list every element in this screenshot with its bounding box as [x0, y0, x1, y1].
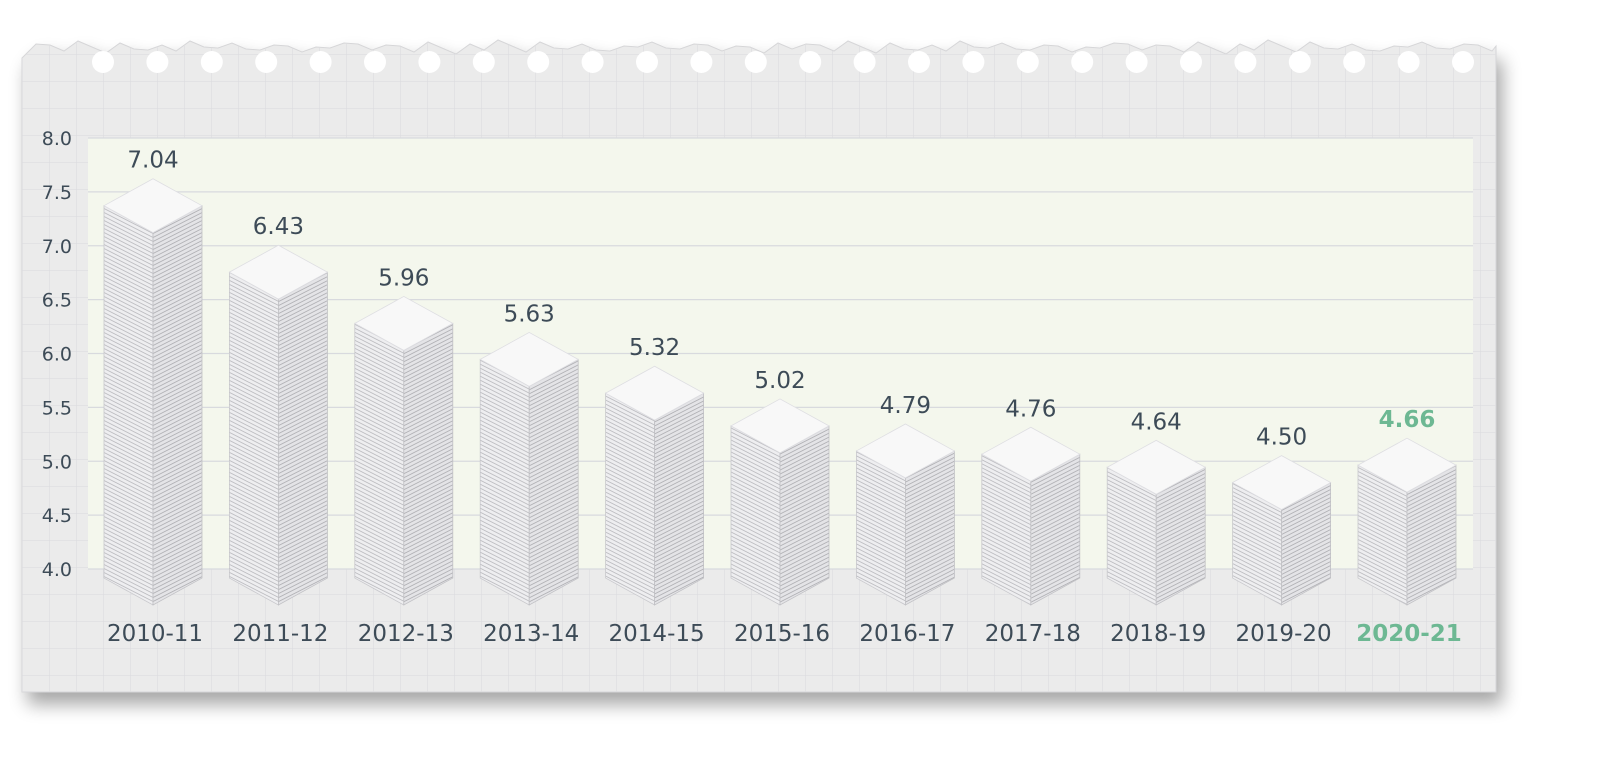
x-tick-label: 2010-11	[107, 621, 203, 647]
bar	[730, 398, 830, 606]
bar-left-face	[605, 392, 655, 606]
y-tick-label: 7.0	[42, 236, 72, 258]
bar	[1106, 439, 1207, 606]
binder-holes	[92, 51, 1474, 73]
value-label: 4.66	[1379, 407, 1436, 433]
binder-hole	[472, 51, 495, 73]
bar-top-face	[730, 398, 830, 454]
binder-hole	[908, 51, 930, 73]
binder-hole	[744, 51, 767, 73]
binder-hole	[1234, 51, 1257, 73]
bar-left-face	[479, 358, 530, 606]
binder-hole	[255, 51, 278, 73]
bar	[353, 296, 454, 606]
value-label: 5.63	[504, 301, 555, 327]
bar-top-face	[228, 244, 329, 300]
value-label: 4.50	[1256, 425, 1307, 451]
binder-hole	[1180, 51, 1202, 73]
binder-hole	[690, 51, 713, 73]
bars	[103, 178, 1457, 606]
bar-top-face	[1231, 455, 1332, 510]
x-axis-ticks: 2010-11 2011-12 2012-13 2013-14 2014-15 2015-…	[107, 621, 1462, 647]
bar-left-face	[103, 205, 154, 606]
bar-right-face	[277, 271, 328, 606]
bar	[604, 365, 705, 606]
y-tick-label: 4.5	[42, 505, 72, 527]
y-tick-label: 5.5	[42, 397, 72, 419]
bar	[980, 426, 1081, 606]
bar-top-face	[353, 296, 454, 351]
x-tick-label: 2016-17	[859, 621, 955, 647]
bar-right-face	[528, 358, 579, 606]
bar-top-face	[1357, 437, 1457, 493]
value-labels: 7.04 6.43 5.96 5.63 5.32 5.02 4.79 4.76 4.64 4.50…	[127, 148, 1435, 451]
bar	[855, 423, 956, 606]
bar-top-face	[604, 365, 705, 421]
binder-hole	[581, 51, 604, 73]
binder-hole	[418, 51, 441, 73]
binder-hole	[636, 51, 658, 73]
x-tick-label: 2014-15	[609, 621, 705, 647]
value-label: 4.64	[1131, 409, 1182, 435]
binder-hole	[1288, 51, 1311, 73]
x-tick-label: 2020-21	[1356, 621, 1462, 647]
bar-right-face	[654, 392, 704, 606]
x-tick-label: 2012-13	[358, 621, 454, 647]
bar-top-face	[855, 423, 956, 479]
bar	[1231, 455, 1332, 606]
y-tick-label: 6.0	[42, 344, 72, 366]
bar	[479, 331, 580, 606]
value-label: 4.79	[880, 393, 931, 419]
y-tick-label: 5.0	[42, 451, 72, 473]
bar-top-face	[103, 178, 203, 234]
value-label: 6.43	[253, 214, 304, 240]
y-tick-label: 6.5	[42, 290, 72, 312]
y-tick-label: 4.0	[42, 559, 72, 581]
bar	[1357, 437, 1457, 606]
value-label: 5.32	[629, 335, 680, 361]
y-tick-label: 7.5	[42, 182, 72, 204]
binder-hole	[1125, 51, 1148, 73]
x-tick-label: 2011-12	[232, 621, 328, 647]
binder-hole	[146, 51, 169, 73]
binder-hole	[200, 51, 223, 73]
binder-hole	[1343, 51, 1366, 73]
bar-top-face	[980, 426, 1081, 482]
bar-right-face	[403, 322, 454, 606]
x-tick-label: 2013-14	[483, 621, 579, 647]
binder-hole	[309, 51, 332, 73]
binder-hole	[853, 51, 876, 73]
binder-hole	[92, 51, 114, 73]
binder-hole	[799, 51, 822, 73]
value-label: 7.04	[127, 148, 178, 174]
binder-hole	[1016, 51, 1039, 73]
bar-left-face	[228, 271, 279, 606]
bar-left-face	[730, 425, 781, 606]
bar-left-face	[354, 322, 405, 606]
bar	[228, 244, 329, 606]
binder-hole	[1452, 51, 1474, 73]
x-tick-label: 2017-18	[985, 621, 1081, 647]
binder-hole	[527, 51, 550, 73]
binder-hole	[1071, 51, 1094, 73]
bar-top-face	[1106, 439, 1207, 495]
bar-right-face	[152, 205, 203, 606]
binder-hole	[962, 51, 985, 73]
value-label: 4.76	[1005, 396, 1056, 422]
bar	[103, 178, 203, 606]
x-tick-label: 2015-16	[734, 621, 830, 647]
value-label: 5.02	[754, 368, 805, 394]
value-label: 5.96	[378, 265, 429, 291]
binder-hole	[364, 51, 386, 73]
x-tick-label: 2018-19	[1110, 621, 1206, 647]
x-tick-label: 2019-20	[1236, 621, 1332, 647]
bar-top-face	[479, 331, 580, 387]
bar-right-face	[779, 425, 830, 606]
binder-hole	[1397, 51, 1420, 73]
y-axis-ticks: 8.0 7.5 7.0 6.5 6.0 5.5 5.0 4.5 4.0	[42, 128, 72, 581]
y-tick-label: 8.0	[42, 128, 72, 150]
